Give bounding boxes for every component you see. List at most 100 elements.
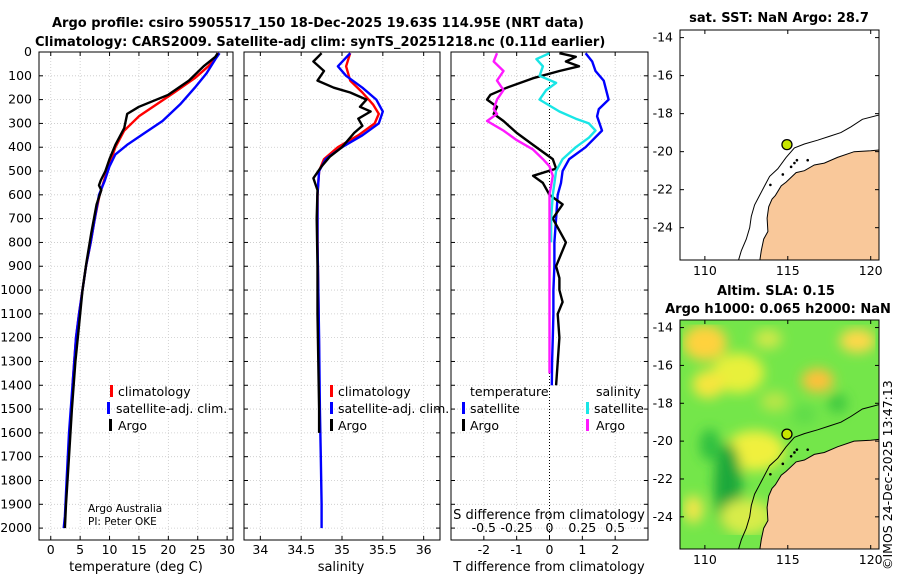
difference-panel: -2 -1 0 1 2 -0.5 -0.25 0 0.25 0.5	[450, 51, 649, 557]
map-content	[680, 320, 879, 549]
s-tick-label: 0.5	[605, 520, 625, 535]
legend-swatch-cyan	[586, 402, 589, 414]
map-y-tick-label: -20	[653, 144, 673, 159]
map-frame	[679, 29, 880, 261]
x-tick-label: 35.5	[369, 542, 397, 557]
map-content	[680, 30, 879, 260]
legend-swatch-red	[110, 385, 113, 397]
salinity-xlabel: salinity	[318, 560, 365, 575]
x-tick-label: 34	[252, 542, 268, 557]
sla-blob	[753, 328, 782, 349]
legend-swatch-blue	[107, 402, 110, 414]
difference-top-xlabel: S difference from climatology	[453, 508, 645, 523]
series-line-climatology	[316, 52, 380, 362]
y-tick-label: 1100	[0, 306, 32, 321]
y-tick-label: 300	[8, 115, 32, 130]
land-mass	[759, 438, 879, 549]
map-y-tick-label: -14	[653, 320, 673, 335]
y-tick-label: 1000	[0, 282, 32, 297]
x-tick-label: 36	[416, 542, 432, 557]
y-tick-label: 600	[8, 187, 32, 202]
y-tick-label: 800	[8, 234, 32, 249]
y-tick-label: 1400	[0, 377, 32, 392]
legend-swatch-blue	[330, 402, 333, 414]
sla-blob	[683, 495, 704, 524]
x-tick-label: 15	[131, 542, 147, 557]
island	[781, 462, 785, 466]
axes-frame	[38, 51, 234, 541]
x-tick-label: 0	[47, 542, 55, 557]
island	[793, 161, 796, 165]
figure-title-line1: Argo profile: csiro 5905517_150 18-Dec-2…	[52, 16, 584, 31]
map-y-tick-label: -22	[653, 182, 673, 197]
sla-blob	[712, 352, 765, 393]
y-tick-label: 400	[8, 139, 32, 154]
sla-map-title1: Altim. SLA: 0.15	[717, 284, 835, 299]
island	[781, 173, 785, 176]
argo-position-marker	[781, 428, 793, 440]
island	[789, 165, 793, 169]
axes-frame	[243, 51, 441, 541]
legend-swatch-black	[462, 419, 465, 431]
map-x-tick-label: 110	[693, 552, 717, 567]
x-tick-label: -2	[478, 542, 490, 557]
legend-s-satellite: satellite	[594, 401, 644, 416]
legend-swatch-black	[330, 419, 333, 431]
s-tick-label: -0.25	[500, 520, 532, 535]
x-tick-label: 25	[190, 542, 206, 557]
legend-header-temperature: temperature	[470, 384, 549, 399]
series-group	[62, 52, 221, 529]
y-tick-label: 500	[8, 163, 32, 178]
x-tick-label: 10	[102, 542, 118, 557]
legend-climatology: climatology	[118, 384, 191, 399]
y-tick-label: 1600	[0, 425, 32, 440]
legend-swatch-blue	[462, 402, 465, 414]
sla-blob	[839, 328, 876, 353]
x-tick-label: 2	[611, 542, 619, 557]
y-tick-label: 0	[24, 44, 32, 59]
island	[795, 448, 799, 451]
land-mass	[759, 149, 879, 260]
argo-position-marker	[781, 138, 793, 151]
map-y-tick-label: -22	[653, 471, 673, 486]
island	[769, 472, 772, 476]
y-tick-label: 200	[8, 92, 32, 107]
map-x-tick-label: 120	[859, 263, 883, 278]
x-tick-label: -1	[510, 542, 522, 557]
sla-map: -14 -16 -18 -20 -22 -24 110 115 120	[653, 319, 883, 567]
x-tick-label: 30	[219, 542, 235, 557]
y-tick-label: 1200	[0, 330, 32, 345]
map-y-tick-label: -24	[653, 220, 673, 235]
y-tick-label: 100	[8, 68, 32, 83]
salinity-panel: 34 34.5 35 35.5 36	[243, 51, 441, 557]
sla-blob	[760, 391, 789, 412]
legend-swatch-red	[330, 385, 333, 397]
legend-satellite-adj: satellite-adj. clim.	[338, 401, 449, 416]
x-tick-label: 1	[578, 542, 586, 557]
temperature-xlabel: temperature (deg C)	[69, 560, 203, 575]
map-x-tick-label: 110	[693, 263, 717, 278]
island	[789, 454, 793, 458]
map-x-tick-label: 120	[859, 552, 883, 567]
map-y-tick-label: -16	[653, 68, 673, 83]
sla-blob	[682, 324, 727, 361]
map-y-tick-label: -18	[653, 106, 673, 121]
sst-map: -14 -16 -18 -20 -22 -24 110 115 120	[653, 29, 883, 278]
series-line-salinity-satellite	[535, 52, 597, 243]
y-tick-label: 1900	[0, 496, 32, 511]
island	[806, 448, 809, 451]
island	[806, 158, 809, 162]
legend-s-argo: Argo	[596, 418, 625, 433]
difference-xlabel: T difference from climatology	[452, 560, 645, 575]
difference-legend: temperature salinity satellite Argo sate…	[462, 384, 644, 433]
map-x-tick-label: 115	[776, 552, 800, 567]
island	[795, 158, 799, 162]
y-tick-label: 2000	[0, 520, 32, 535]
sla-blob	[792, 404, 817, 425]
legend-t-argo: Argo	[470, 418, 499, 433]
map-y-tick-label: -24	[653, 509, 673, 524]
map-y-tick-label: -14	[653, 30, 673, 45]
pi-label: PI: Peter OKE	[88, 516, 157, 528]
legend-header-salinity: salinity	[596, 384, 641, 399]
island	[769, 183, 772, 187]
